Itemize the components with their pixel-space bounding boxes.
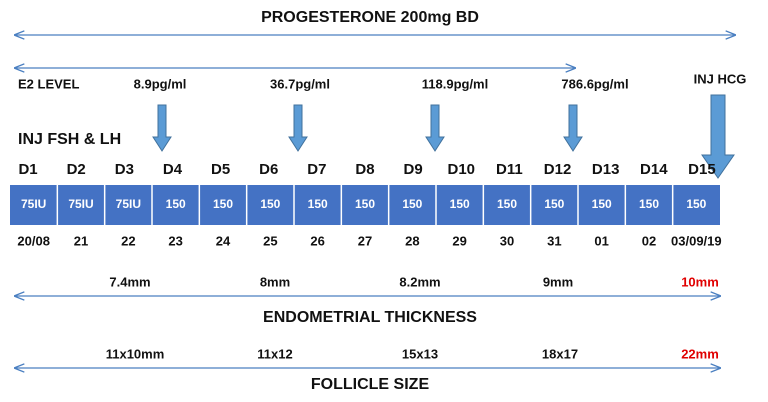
- endometrium-value: 9mm: [543, 274, 573, 289]
- day-label: D4: [163, 161, 183, 178]
- day-label: D1: [18, 161, 37, 178]
- dose: 75IU: [68, 197, 93, 211]
- day-label: D13: [592, 161, 620, 178]
- dose: 150: [355, 197, 375, 211]
- dose-bar: [10, 185, 720, 225]
- down-arrow: [563, 104, 583, 152]
- date: 26: [310, 233, 324, 248]
- e2-value: 786.6pg/ml: [561, 76, 628, 91]
- date: 24: [216, 233, 231, 248]
- down-arrow: [288, 104, 308, 152]
- follicle-value: 22mm: [681, 346, 719, 361]
- day-label: D9: [404, 161, 423, 178]
- hcg-label: INJ HCG: [694, 71, 747, 86]
- down-arrow: [152, 104, 172, 152]
- follicle-value: 18x17: [542, 346, 578, 361]
- date: 03/09/19: [671, 233, 722, 248]
- dose: 150: [639, 197, 659, 211]
- date: 20/08: [17, 233, 50, 248]
- date: 21: [74, 233, 88, 248]
- endometrium-label: ENDOMETRIAL THICKNESS: [263, 309, 477, 326]
- endometrium-value: 8.2mm: [399, 274, 440, 289]
- e2-value: 8.9pg/ml: [134, 76, 187, 91]
- dose: 75IU: [21, 197, 46, 211]
- follicle-value: 15x13: [402, 346, 438, 361]
- dose: 150: [686, 197, 706, 211]
- dose: 150: [497, 197, 517, 211]
- day-label: D3: [115, 161, 134, 178]
- dose: 150: [544, 197, 564, 211]
- endometrium-value: 7.4mm: [109, 274, 150, 289]
- date: 28: [405, 233, 419, 248]
- day-label: D6: [259, 161, 278, 178]
- dose: 150: [450, 197, 470, 211]
- e2-value: 36.7pg/ml: [270, 76, 330, 91]
- date: 27: [358, 233, 372, 248]
- day-label: D11: [496, 161, 523, 178]
- day-label: D15: [688, 161, 716, 178]
- day-label: D14: [640, 161, 668, 178]
- date: 02: [642, 233, 656, 248]
- dose: 150: [260, 197, 280, 211]
- date: 01: [594, 233, 608, 248]
- date: 29: [452, 233, 466, 248]
- dose: 150: [166, 197, 186, 211]
- day-label: D12: [544, 161, 572, 178]
- down-arrow: [425, 104, 445, 152]
- dose: 150: [592, 197, 612, 211]
- day-label: D8: [355, 161, 374, 178]
- follicle-value: 11x12: [257, 346, 292, 361]
- e2-label: E2 LEVEL: [18, 76, 79, 91]
- title: PROGESTERONE 200mg BD: [261, 9, 479, 26]
- hcg-arrow: [701, 94, 735, 179]
- dose: 150: [402, 197, 422, 211]
- day-label: D10: [448, 161, 476, 178]
- endometrium-value: 10mm: [681, 274, 719, 289]
- date: 31: [547, 233, 561, 248]
- date: 25: [263, 233, 277, 248]
- date: 30: [500, 233, 514, 248]
- dose: 150: [213, 197, 233, 211]
- e2-value: 118.9pg/ml: [422, 76, 488, 91]
- dose: 150: [308, 197, 328, 211]
- dose: 75IU: [116, 197, 141, 211]
- follicle-value: 11x10mm: [106, 346, 165, 361]
- date: 23: [168, 233, 182, 248]
- endometrium-value: 8mm: [260, 274, 290, 289]
- follicle-label: FOLLICLE SIZE: [311, 376, 430, 393]
- day-label: D2: [67, 161, 86, 178]
- day-label: D5: [211, 161, 230, 178]
- date: 22: [121, 233, 135, 248]
- day-label: D7: [307, 161, 326, 178]
- injection-label: INJ FSH & LH: [18, 131, 121, 148]
